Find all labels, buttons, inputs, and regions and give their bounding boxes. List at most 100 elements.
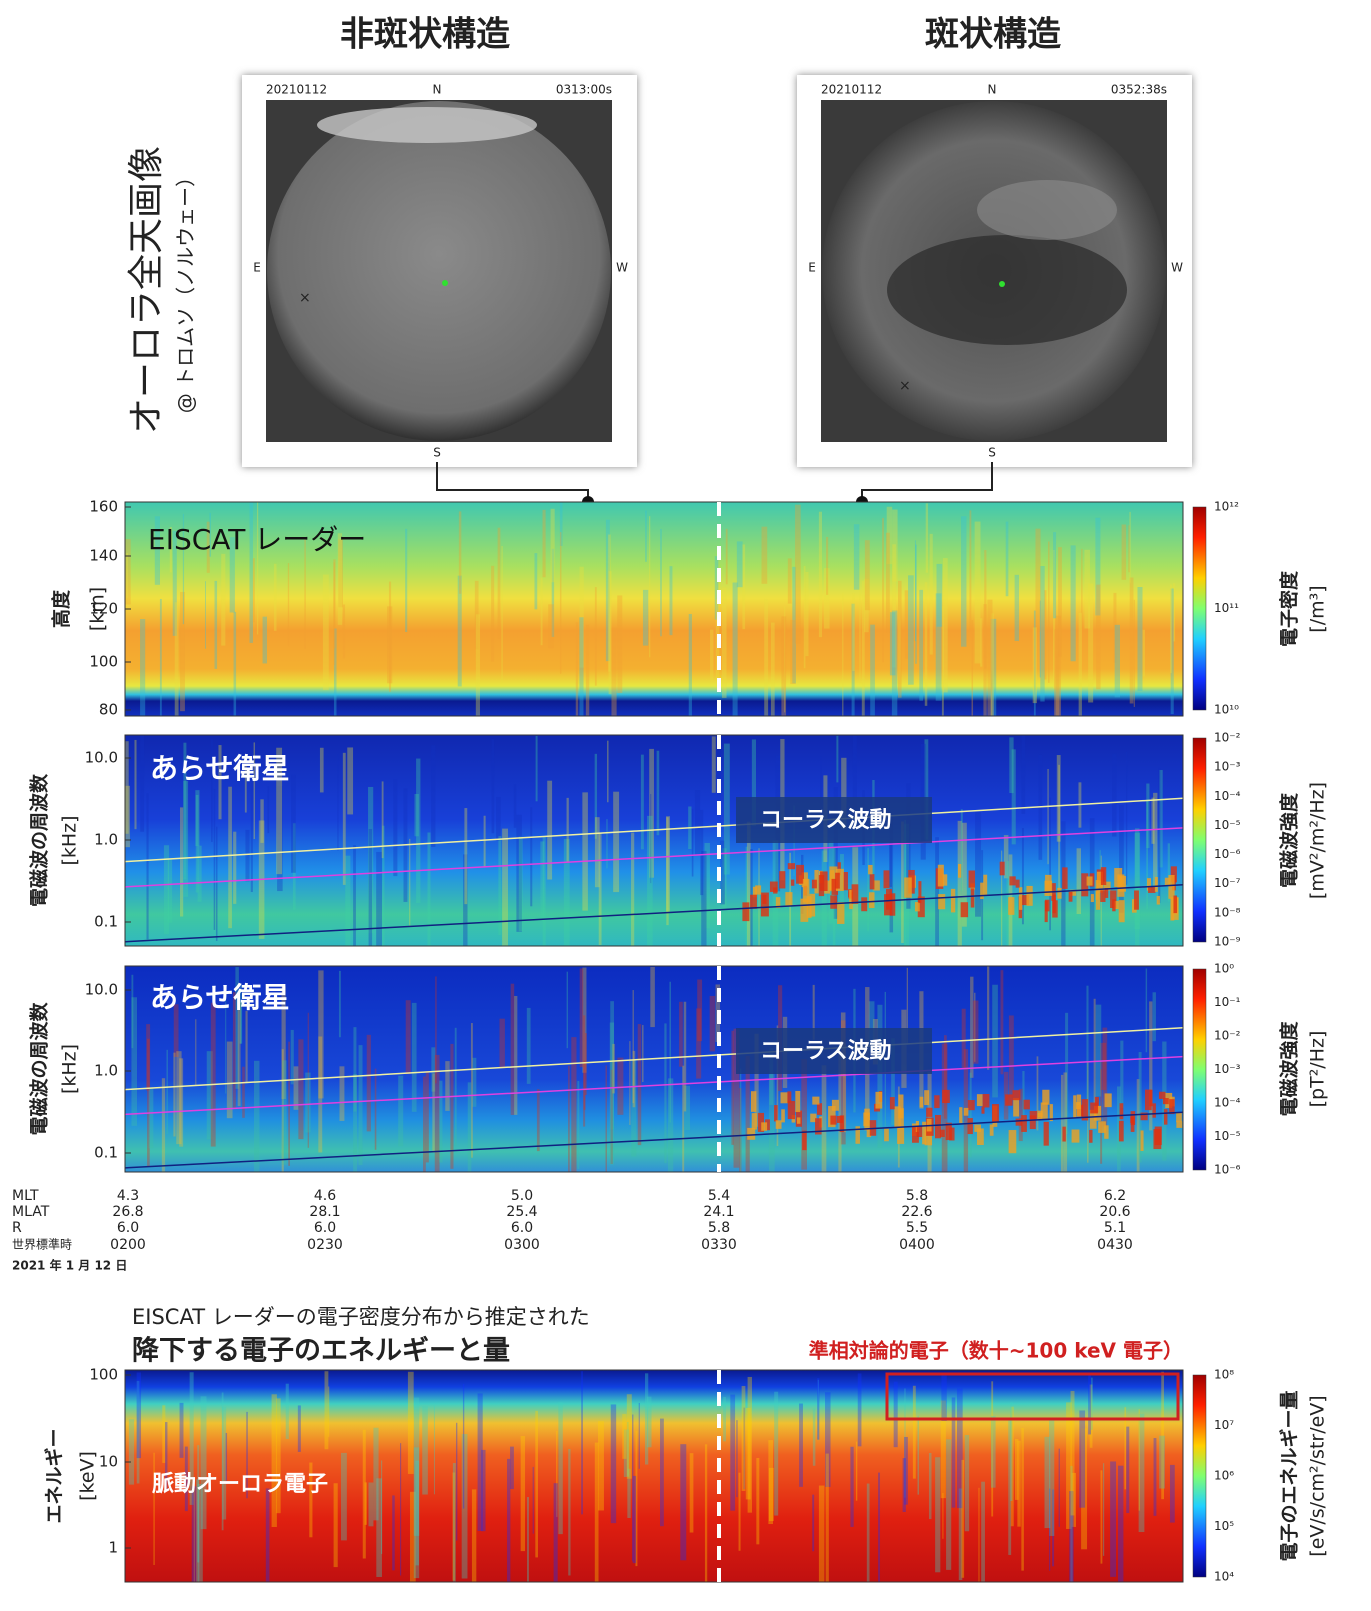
chorus-blob (1176, 1121, 1183, 1128)
texture-stripe (1089, 1384, 1093, 1448)
colorbar-tick-label: 10⁻⁷ (1214, 876, 1241, 890)
chorus-blob (1040, 1102, 1048, 1119)
texture-stripe (1017, 1440, 1021, 1527)
chorus-blob (924, 1090, 930, 1106)
row-value: 26.8 (112, 1204, 143, 1220)
texture-stripe (904, 590, 909, 659)
texture-stripe (622, 1413, 627, 1459)
texture-stripe (246, 1411, 248, 1499)
chorus-blob (1164, 877, 1171, 886)
texture-stripe (1055, 615, 1062, 716)
panel-label: EISCAT レーダー (148, 523, 366, 556)
texture-stripe (892, 544, 896, 668)
texture-stripe (166, 1049, 168, 1134)
texture-stripe (971, 620, 974, 716)
texture-stripe (711, 736, 716, 793)
texture-stripe (745, 1055, 750, 1172)
texture-stripe (1102, 1463, 1105, 1556)
texture-stripe (941, 1372, 947, 1421)
texture-stripe (1014, 1438, 1019, 1500)
texture-stripe (877, 1004, 883, 1148)
texture-stripe (859, 589, 861, 683)
half-fce-line (124, 1055, 1184, 1116)
texture-stripe (339, 1066, 345, 1121)
texture-stripe (347, 747, 354, 815)
chorus-blob (802, 878, 810, 903)
texture-stripe (691, 808, 694, 877)
chorus-blob (869, 892, 875, 909)
chorus-blob (926, 1107, 933, 1117)
texture-stripe (338, 970, 341, 1038)
texture-stripe (233, 611, 237, 716)
date: 2021 年 1 月 12 日 (12, 1258, 127, 1273)
texture-stripe (228, 786, 232, 929)
chorus-blob (1147, 878, 1152, 891)
texture-stripe (850, 1446, 854, 1527)
chorus-blob (1156, 895, 1160, 905)
chorus-blob (796, 864, 804, 884)
texture-stripe (499, 1018, 505, 1069)
texture-stripe (1170, 588, 1174, 715)
chorus-blob (963, 1107, 969, 1116)
chorus-blob (863, 1112, 870, 1127)
chorus-blob (960, 902, 969, 918)
texture-stripe (293, 1066, 299, 1110)
chorus-blob (959, 1107, 963, 1123)
panel-label: あらせ衛星 (150, 752, 289, 785)
chorus-blob (1081, 1099, 1089, 1121)
texture-stripe (1091, 1377, 1093, 1430)
texture-stripe (540, 841, 545, 921)
texture-stripe (991, 1381, 994, 1517)
row-value: 0230 (307, 1237, 343, 1253)
texture-stripe (551, 548, 555, 637)
chorus-blob (831, 878, 839, 895)
row-value: 25.4 (506, 1204, 537, 1220)
row-value: 0430 (1097, 1237, 1133, 1253)
texture-stripe (1021, 735, 1026, 814)
texture-stripe (682, 1065, 685, 1172)
texture-stripe (736, 1420, 738, 1498)
texture-stripe (969, 510, 972, 631)
texture-stripe (746, 821, 751, 946)
texture-stripe (1084, 549, 1090, 629)
texture-stripe (1167, 843, 1170, 902)
chorus-blob (1158, 1091, 1166, 1099)
annotation: コーラス波動 (760, 808, 892, 833)
y-tick-label: 80 (99, 701, 118, 719)
chorus-blob (1104, 1093, 1112, 1108)
texture-stripe (471, 1489, 477, 1582)
texture-stripe (1065, 1012, 1069, 1135)
texture-stripe (1006, 861, 1010, 946)
texture-stripe (1022, 1070, 1025, 1133)
colorbar-tick-label: 10⁸ (1214, 1368, 1234, 1382)
colorbar (1192, 1374, 1207, 1578)
chorus-blob (802, 1130, 807, 1151)
texture-stripe (242, 1066, 245, 1118)
texture-stripe (540, 577, 543, 646)
texture-stripe (632, 1414, 634, 1562)
texture-stripe (617, 1057, 624, 1115)
chorus-blob (785, 892, 793, 906)
texture-stripe (206, 1051, 213, 1140)
texture-stripe (975, 811, 982, 917)
row-value: 0330 (701, 1237, 737, 1253)
colorbar-tick-label: 10⁻⁹ (1214, 935, 1241, 949)
flh-line (124, 1111, 1184, 1169)
texture-stripe (889, 816, 894, 933)
texture-stripe (462, 1383, 465, 1509)
cross-marker: × (299, 290, 311, 306)
texture-stripe (1079, 1410, 1086, 1508)
texture-stripe (649, 516, 651, 658)
chorus-blob (1168, 875, 1175, 899)
texture-stripe (514, 995, 518, 1115)
row-value: 5.5 (906, 1220, 928, 1236)
chorus-blob (775, 897, 781, 909)
texture-stripe (987, 966, 990, 1070)
chorus-blob (1089, 1129, 1093, 1143)
texture-stripe (1153, 792, 1158, 888)
texture-stripe (722, 848, 727, 910)
texture-stripe (134, 739, 137, 830)
texture-stripe (457, 575, 462, 687)
chorus-blob (830, 1115, 837, 1125)
texture-stripe (498, 836, 502, 936)
